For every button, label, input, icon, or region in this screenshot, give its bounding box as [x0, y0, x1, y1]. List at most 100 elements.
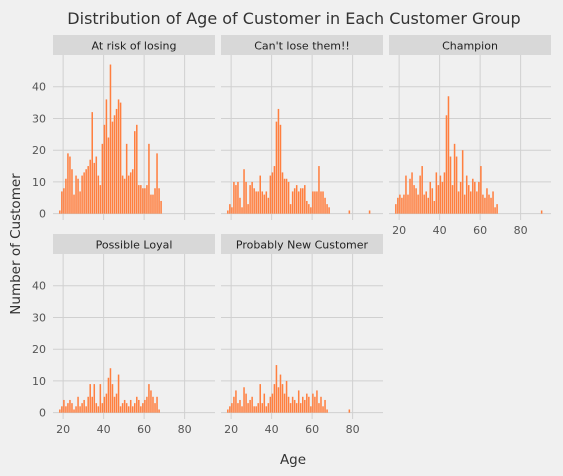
histogram-bar	[91, 396, 93, 413]
histogram-bar	[267, 403, 270, 413]
histogram-bar	[283, 178, 286, 214]
histogram-bar	[443, 172, 446, 214]
histogram-bar	[61, 406, 63, 413]
histogram-bar	[83, 399, 85, 413]
histogram-bar	[425, 191, 427, 214]
y-tick-label: 0	[39, 407, 46, 420]
histogram-bar	[158, 188, 160, 214]
histogram-bar	[101, 403, 104, 413]
histogram-bar	[435, 172, 438, 214]
histogram-bar	[257, 191, 259, 214]
histogram-bar	[227, 409, 229, 413]
histogram-bar	[85, 406, 87, 413]
histogram-bar	[348, 409, 351, 413]
histogram-bar	[269, 175, 272, 214]
histogram-bar	[247, 403, 249, 413]
histogram-bar	[65, 178, 67, 214]
histogram-bar	[449, 156, 452, 214]
histogram-bar	[326, 204, 328, 214]
histogram-bar	[478, 181, 480, 214]
panel-3: Possible Loyal 0 10 20 30 40 20 40 60 80	[32, 234, 215, 436]
histogram-bar	[257, 403, 259, 413]
histogram-bar	[65, 406, 67, 413]
histogram-bar	[119, 102, 122, 214]
histogram-bar	[127, 406, 130, 413]
histogram-bar	[289, 204, 292, 214]
histogram-bar	[111, 384, 114, 413]
x-tick-label: 80	[178, 423, 192, 436]
histogram-bar	[261, 403, 264, 413]
histogram-bar	[144, 188, 146, 214]
panel-strip-label: Probably New Customer	[236, 239, 369, 252]
histogram-bar	[99, 384, 102, 413]
histogram-bar	[423, 194, 425, 214]
histogram-bar	[125, 403, 128, 413]
histogram-bar	[129, 172, 132, 214]
histogram-bar	[253, 188, 255, 214]
histogram-bar	[316, 390, 318, 413]
histogram-bar	[125, 143, 128, 214]
histogram-bar	[251, 396, 253, 413]
histogram-bar	[81, 403, 83, 413]
histogram-bar	[233, 396, 235, 413]
y-tick-label: 30	[32, 311, 46, 324]
histogram-bar	[401, 197, 403, 214]
histogram-bar	[470, 191, 472, 214]
histogram-bar	[277, 108, 280, 214]
histogram-bar	[318, 166, 320, 214]
histogram-bar	[229, 406, 231, 413]
histogram-bar	[142, 403, 144, 413]
histogram-bar	[138, 399, 140, 413]
histogram-bar	[297, 191, 300, 214]
histogram-bar	[421, 166, 423, 214]
x-tick-label: 60	[305, 423, 319, 436]
histogram-bar	[403, 194, 405, 214]
histogram-bar	[308, 204, 310, 214]
histogram-bar	[237, 403, 239, 413]
y-tick-label: 30	[32, 112, 46, 125]
histogram-bar	[140, 185, 142, 214]
panel-strip	[221, 35, 383, 55]
histogram-bar	[87, 166, 89, 214]
histogram-bar	[494, 207, 496, 214]
panel-strip-label: Possible Loyal	[96, 239, 173, 252]
histogram-bar	[59, 409, 61, 413]
histogram-bar	[324, 197, 326, 214]
histogram-bar	[81, 175, 83, 214]
histogram-bar	[247, 204, 249, 214]
histogram-bar	[121, 403, 124, 413]
histogram-bar	[146, 185, 148, 214]
histogram-bar	[314, 191, 316, 214]
histogram-bar	[496, 204, 498, 214]
x-tick-label: 20	[224, 423, 238, 436]
histogram-bar	[472, 178, 474, 214]
histogram-bar	[121, 175, 124, 214]
histogram-bar	[279, 374, 282, 413]
histogram-bar	[251, 181, 253, 214]
histogram-bar	[229, 204, 231, 214]
histogram-bar	[322, 191, 324, 214]
histogram-bar	[291, 396, 294, 413]
histogram-bar	[249, 185, 251, 214]
histogram-bar	[455, 156, 458, 214]
histogram-bar	[415, 188, 417, 214]
histogram-bar	[101, 143, 104, 214]
histogram-bar	[113, 115, 116, 214]
x-tick-label: 80	[346, 423, 360, 436]
histogram-bar	[316, 191, 318, 214]
histogram-bar	[67, 403, 69, 413]
histogram-bar	[281, 172, 284, 214]
histogram-bar	[302, 188, 304, 214]
histogram-bar	[235, 390, 237, 413]
x-tick-label: 60	[473, 224, 487, 237]
histogram-bar	[87, 396, 89, 413]
histogram-bar	[299, 403, 302, 413]
histogram-bar	[271, 172, 274, 214]
histogram-bar	[459, 181, 462, 214]
histogram-bar	[154, 188, 156, 214]
histogram-bar	[273, 166, 276, 214]
histogram-bar	[239, 399, 241, 413]
histogram-bar	[275, 121, 278, 214]
y-tick-label: 0	[39, 208, 46, 221]
